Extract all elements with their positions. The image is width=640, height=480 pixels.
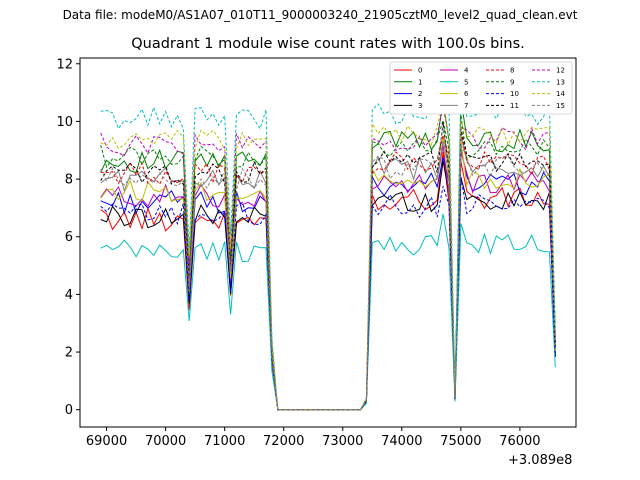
legend-label: 10 bbox=[510, 90, 519, 98]
legend-label: 12 bbox=[556, 67, 565, 75]
legend-label: 15 bbox=[556, 102, 565, 110]
x-axis: 69000 70000 71000 72000 73000 74000 75000 76000 bbox=[86, 427, 541, 449]
series-line-12 bbox=[100, 107, 556, 411]
legend-label: 9 bbox=[510, 78, 514, 86]
x-tick-label: 76000 bbox=[499, 434, 540, 449]
x-tick-label: 74000 bbox=[381, 434, 422, 449]
series-line-10 bbox=[100, 176, 556, 411]
y-tick-label: 4 bbox=[65, 288, 73, 303]
legend-label: 13 bbox=[556, 78, 565, 86]
series-line-0 bbox=[100, 151, 556, 411]
x-tick-label: 70000 bbox=[145, 434, 186, 449]
legend-label: 3 bbox=[418, 102, 422, 110]
x-tick-label: 72000 bbox=[263, 434, 304, 449]
legend-label: 8 bbox=[510, 67, 514, 75]
x-tick-label: 73000 bbox=[322, 434, 363, 449]
series-line-11 bbox=[100, 122, 556, 411]
y-axis: 0 2 4 6 8 10 12 bbox=[56, 57, 80, 418]
series-line-9 bbox=[100, 114, 556, 411]
series-line-3 bbox=[100, 160, 556, 411]
axes-frame bbox=[79, 57, 577, 428]
x-offset-label: +3.089e8 bbox=[508, 453, 573, 468]
legend-box bbox=[389, 61, 573, 115]
y-tick-label: 8 bbox=[65, 173, 73, 188]
y-tick-label: 0 bbox=[65, 403, 73, 418]
x-tick-label: 69000 bbox=[86, 434, 127, 449]
legend-label: 11 bbox=[510, 102, 519, 110]
y-tick-label: 2 bbox=[65, 346, 73, 361]
series-line-8 bbox=[100, 130, 556, 411]
legend-label: 5 bbox=[464, 78, 468, 86]
legend-label: 14 bbox=[556, 90, 565, 98]
x-tick-label: 71000 bbox=[204, 434, 245, 449]
series-line-2 bbox=[100, 149, 556, 411]
legend-label: 0 bbox=[418, 67, 422, 75]
legend-label: 1 bbox=[418, 78, 422, 86]
legend-label: 2 bbox=[418, 90, 422, 98]
plot-area bbox=[100, 88, 556, 411]
figure-suptitle: Data file: modeM0/AS1A07_010T11_90000032… bbox=[62, 8, 578, 22]
x-tick-label: 75000 bbox=[440, 434, 481, 449]
chart-title: Quadrant 1 module wise count rates with … bbox=[131, 36, 525, 52]
series-line-14 bbox=[100, 102, 556, 411]
legend-label: 6 bbox=[464, 90, 469, 98]
y-tick-label: 12 bbox=[56, 57, 73, 72]
y-tick-label: 6 bbox=[65, 230, 73, 245]
series-line-15 bbox=[100, 127, 556, 411]
series-line-5 bbox=[100, 213, 556, 411]
y-tick-label: 10 bbox=[56, 115, 73, 130]
legend-label: 7 bbox=[464, 102, 468, 110]
legend-label: 4 bbox=[464, 67, 469, 75]
